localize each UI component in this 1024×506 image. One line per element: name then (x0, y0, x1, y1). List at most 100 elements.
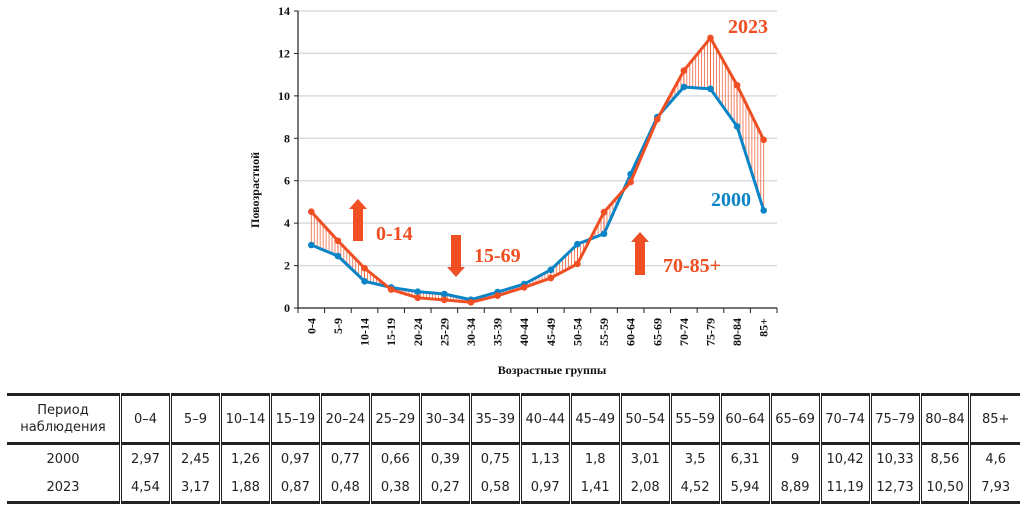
data-point-2000 (308, 241, 315, 249)
data-point-2000 (733, 123, 741, 130)
gridlines (298, 10, 777, 267)
table-cell: 1,8 (568, 443, 622, 474)
data-point-2023 (574, 260, 581, 268)
table-cell: 2,45 (168, 443, 222, 474)
x-tick-label: 35-39 (491, 318, 505, 346)
data-point-2000 (361, 277, 368, 285)
column-header: 35–39 (468, 393, 522, 445)
table-cell: 0,66 (368, 443, 422, 474)
data-point-2023 (600, 208, 608, 216)
period-header-line2: наблюдения (20, 420, 106, 435)
column-header: 50–54 (618, 393, 672, 445)
x-tick-label: 80-84 (730, 318, 744, 346)
row-label: 2000 (7, 443, 122, 474)
data-point-2023 (707, 34, 714, 42)
table-cell: 3,01 (618, 443, 672, 474)
table-cell: 4,52 (668, 474, 722, 504)
table-cell: 0,58 (468, 474, 522, 504)
data-point-2023 (760, 136, 767, 144)
column-header: 5–9 (168, 393, 222, 445)
data-point-2023 (494, 292, 501, 299)
y-tick-label: 10 (278, 89, 290, 103)
data-point-2000 (414, 288, 422, 295)
table-cell: 10,33 (868, 443, 922, 474)
series-label-2023: 2023 (728, 16, 768, 38)
table-cell: 1,41 (568, 474, 622, 504)
axes (294, 10, 778, 313)
period-header-line1: Период (37, 403, 89, 418)
x-tick-label: 50-54 (570, 318, 584, 346)
table-cell: 1,88 (218, 474, 272, 504)
x-tick-label: 85+ (757, 318, 771, 337)
data-point-2000 (760, 207, 767, 214)
data-point-2023 (627, 178, 634, 186)
table-row-2000: 2000 2,97 2,45 1,26 0,97 0,77 0,66 0,39 0,75 1,1… (7, 443, 1020, 474)
table-cell: 5,94 (718, 474, 772, 504)
x-axis-title: Возрастные группы (498, 363, 607, 377)
table-cell: 2,08 (618, 474, 672, 504)
arrow-down-icon (447, 235, 465, 277)
data-point-2023 (308, 208, 315, 215)
table-row-2023: 2023 4,54 3,17 1,88 0,87 0,48 0,38 0,27 0,58 0,9… (7, 474, 1020, 504)
column-header: 10–14 (218, 393, 272, 445)
x-tick-label: 75-79 (703, 318, 717, 346)
data-point-2000 (441, 290, 448, 298)
column-header: 65–69 (768, 393, 822, 445)
data-point-2023 (387, 286, 395, 293)
table-cell: 0,38 (368, 474, 422, 504)
x-tick-label: 60-64 (624, 318, 638, 346)
column-header: 25–29 (368, 393, 422, 445)
data-point-2000 (600, 230, 608, 238)
x-tick-label: 55-59 (597, 318, 611, 346)
column-header: 75–79 (868, 393, 922, 445)
x-tick-labels: 0-4 5-9 10-14 15-19 20-24 25-29 30-34 35-39 40-4… (304, 318, 770, 346)
column-header: 80–84 (918, 393, 972, 445)
table-cell: 0,97 (268, 443, 322, 474)
table-cell: 7,93 (968, 474, 1020, 504)
table-header-row: Период наблюдения 0–4 5–9 10–14 15–19 20–24 25… (7, 393, 1020, 445)
table-cell: 9 (768, 443, 822, 474)
x-tick-label: 20-24 (411, 318, 425, 346)
data-point-2023 (467, 298, 475, 306)
table-cell: 0,77 (318, 443, 372, 474)
y-tick-label: 14 (278, 4, 290, 18)
data-point-2023 (733, 81, 741, 89)
y-tick-label: 6 (284, 174, 290, 188)
table-cell: 0,87 (268, 474, 322, 504)
series-line-2023 (310, 36, 766, 304)
series-label-2000: 2000 (711, 189, 751, 211)
table-cell: 2,97 (119, 443, 172, 474)
data-point-2000 (334, 252, 342, 260)
x-tick-label: 40-44 (517, 318, 531, 346)
table-cell: 1,26 (218, 443, 272, 474)
series-lines (308, 34, 767, 306)
column-header: 20–24 (318, 393, 372, 445)
annotation-0-14: 0-14 (376, 223, 413, 245)
column-header: 0–4 (119, 393, 172, 445)
row-label: 2023 (7, 474, 122, 504)
column-header: 85+ (968, 393, 1020, 445)
column-header: 30–34 (418, 393, 472, 445)
table-cell: 8,56 (918, 443, 972, 474)
data-point-2023 (680, 67, 688, 74)
y-axis-title: Повозрастной (248, 152, 262, 228)
column-header: 45–49 (568, 393, 622, 445)
table-cell: 10,42 (818, 443, 872, 474)
table-cell: 8,89 (768, 474, 822, 504)
table-cell: 11,19 (818, 474, 872, 504)
annotation-15-69: 15-69 (474, 245, 521, 267)
data-point-2000 (547, 266, 555, 274)
column-header: 60–64 (718, 393, 772, 445)
table-cell: 0,39 (418, 443, 472, 474)
table-cell: 0,97 (518, 474, 572, 504)
annotations: 2023 2000 0-14 15-69 70-85+ (349, 16, 768, 277)
x-tick-label: 70-74 (677, 318, 691, 346)
x-tick-label: 5-9 (331, 318, 345, 334)
x-tick-label: 10-14 (358, 318, 372, 346)
arrow-up-icon (631, 232, 649, 275)
data-point-2000 (680, 83, 688, 91)
data-point-2000 (574, 240, 581, 248)
data-table: Период наблюдения 0–4 5–9 10–14 15–19 20–24 25… (7, 393, 1020, 504)
table-cell: 3,17 (168, 474, 222, 504)
table-cell: 1,13 (518, 443, 572, 474)
